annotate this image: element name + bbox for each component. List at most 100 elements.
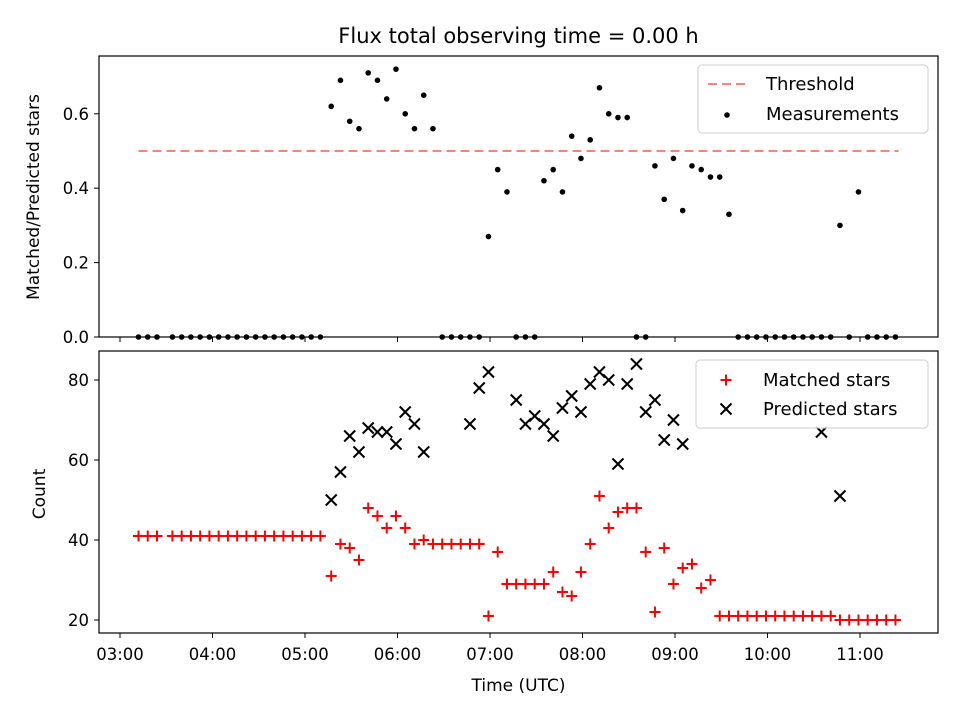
- measurement-point: [578, 155, 584, 162]
- predicted-star-point: [547, 429, 560, 443]
- predicted-star-point: [537, 417, 551, 431]
- matched-star-point: [797, 610, 809, 622]
- x-axis-label: Time (UTC): [471, 676, 566, 696]
- matched-star-point: [436, 538, 448, 550]
- matched-star-point: [640, 546, 652, 558]
- measurement-point: [411, 125, 418, 132]
- measurement-point: [846, 334, 853, 340]
- measurement-point: [735, 334, 742, 340]
- measurement-point: [615, 114, 621, 121]
- measurement-point: [541, 177, 547, 184]
- measurement-point: [243, 334, 250, 340]
- predicted-star-point: [574, 405, 588, 419]
- measurement-point: [837, 222, 843, 229]
- measurement-point: [328, 103, 335, 110]
- measurement-point: [587, 137, 594, 143]
- matched-star-point: [575, 566, 587, 578]
- matched-star-point: [584, 538, 596, 550]
- matched-star-point: [510, 578, 522, 590]
- measurement-point: [892, 334, 899, 340]
- measurement-point: [169, 334, 176, 340]
- measurement-point: [550, 166, 557, 173]
- measurement-point: [346, 118, 353, 125]
- measurement-point: [188, 334, 194, 340]
- measurement-point: [633, 334, 640, 340]
- measurement-point: [716, 174, 723, 180]
- measurement-point: [317, 334, 324, 340]
- predicted-star-point: [473, 381, 486, 395]
- matched-star-point: [751, 610, 763, 622]
- measurement-point: [827, 334, 834, 340]
- measurement-point: [476, 334, 483, 340]
- predicted-star-point: [482, 365, 495, 379]
- top-legend-frame: [697, 64, 929, 134]
- measurement-point: [439, 334, 446, 340]
- top-panel: 0.0 0.2 0.4 0.6 Matched/Predicted stars Thr…: [24, 55, 939, 347]
- measurement-point: [596, 84, 603, 91]
- measurement-point: [365, 70, 372, 76]
- matched-star-point: [344, 542, 356, 554]
- predicted-star-point: [343, 429, 356, 443]
- matched-star-point: [695, 582, 707, 594]
- predicted-star-point: [621, 377, 634, 391]
- measurement-point: [605, 111, 612, 117]
- measurement-point: [568, 133, 575, 139]
- x-tick-label: 03:00: [96, 645, 144, 664]
- matched-star-point: [194, 530, 206, 542]
- predicted-star-point: [648, 393, 662, 407]
- matched-star-point: [151, 530, 163, 542]
- matched-star-point: [185, 530, 197, 542]
- matched-star-point: [203, 530, 215, 542]
- measurement-point: [522, 334, 529, 340]
- legend-predicted-marker: [719, 402, 733, 416]
- measurement-point: [154, 334, 160, 340]
- bottom-legend: Matched stars Predicted stars: [695, 359, 929, 429]
- measurement-point: [744, 334, 751, 340]
- measurement-point: [800, 334, 806, 340]
- matched-star-point: [732, 610, 744, 622]
- x-tick-label: 06:00: [374, 645, 422, 664]
- matched-star-point: [142, 530, 154, 542]
- matched-star-point: [176, 530, 188, 542]
- matched-star-point: [473, 538, 485, 550]
- predicted-star-point: [389, 437, 403, 451]
- measurement-point: [135, 334, 142, 340]
- x-tick-label: 08:00: [559, 645, 607, 664]
- measurement-point: [420, 92, 427, 98]
- matched-star-point: [769, 610, 781, 622]
- matched-star-point: [603, 522, 615, 534]
- matched-star-point: [529, 578, 541, 590]
- matched-star-point: [427, 538, 439, 550]
- matched-star-point: [834, 614, 846, 626]
- matched-star-point: [871, 614, 883, 626]
- matched-star-point: [445, 538, 457, 550]
- measurement-point: [753, 334, 760, 340]
- matched-star-point: [723, 610, 735, 622]
- predicted-star-point: [463, 417, 477, 431]
- predicted-star-point: [833, 489, 847, 503]
- bottom-legend-frame: [695, 359, 929, 429]
- matched-star-point: [658, 542, 670, 554]
- measurement-point: [457, 334, 464, 340]
- predicted-star-point: [658, 433, 671, 447]
- legend-matched-marker: [720, 374, 732, 386]
- legend-measurements-marker: [724, 112, 730, 118]
- bottom-y-ticks: 20 40 60 80: [68, 371, 99, 630]
- measurement-point: [197, 334, 203, 340]
- x-tick-label: 10:00: [744, 645, 792, 664]
- measurement-point: [262, 334, 268, 340]
- measurement-point: [864, 334, 871, 340]
- measurement-point: [772, 334, 779, 340]
- matched-star-point: [482, 610, 494, 622]
- bottom-y-tick-label: 60: [68, 451, 89, 470]
- matched-stars-points: [133, 490, 901, 626]
- matched-star-point: [268, 530, 280, 542]
- matched-star-point: [296, 530, 308, 542]
- measurement-point: [763, 334, 769, 340]
- matched-star-point: [381, 522, 393, 534]
- predicted-star-point: [676, 437, 689, 451]
- measurement-point: [393, 66, 399, 72]
- matched-star-point: [843, 614, 855, 626]
- measurement-point: [624, 114, 631, 121]
